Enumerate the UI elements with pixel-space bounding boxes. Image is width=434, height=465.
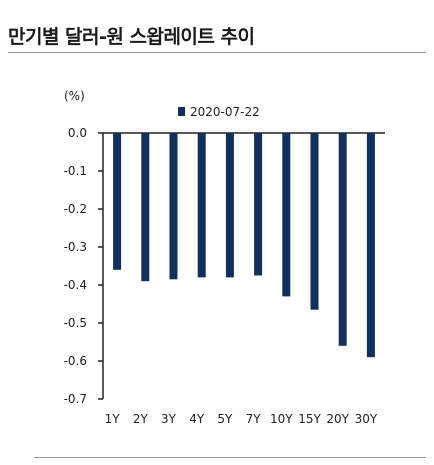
x-tick-label: 4Y [189, 412, 205, 426]
bar-15Y [310, 133, 319, 310]
bar-4Y [197, 133, 206, 278]
x-tick-label: 30Y [355, 412, 378, 426]
y-tick-label: -0.6 [64, 354, 87, 368]
bar-5Y [225, 133, 234, 278]
x-tick-label: 15Y [298, 412, 321, 426]
bar-10Y [282, 133, 291, 297]
x-tick-label: 3Y [161, 412, 177, 426]
y-tick-label: -0.2 [64, 202, 87, 216]
legend-label: 2020-07-22 [190, 105, 260, 119]
x-tick-label: 1Y [105, 412, 121, 426]
y-tick-label: -0.7 [64, 392, 87, 406]
chart-title: 만기별 달러-원 스왑레이트 추이 [8, 26, 255, 48]
bar-30Y [366, 133, 375, 358]
y-tick-label: -0.1 [64, 164, 87, 178]
legend-swatch [178, 107, 185, 116]
y-tick-label: -0.3 [64, 240, 87, 254]
bar-series [113, 133, 375, 358]
x-axis: 1Y 2Y 3Y 4Y 5Y 7Y 10Y 15Y 20Y 30Y [103, 132, 385, 426]
footer-divider [34, 457, 426, 458]
bar-1Y [113, 133, 122, 270]
bar-20Y [338, 133, 347, 346]
bar-3Y [169, 133, 178, 280]
y-axis-unit: (%) [64, 89, 85, 103]
legend: 2020-07-22 [178, 105, 260, 119]
y-tick-label: 0.0 [68, 126, 87, 140]
title-divider [8, 52, 426, 53]
bar-2Y [141, 133, 150, 282]
y-axis: 0.0 -0.1 -0.2 -0.3 -0.4 -0.5 -0.6 -0.7 [64, 126, 104, 406]
x-tick-label: 20Y [326, 412, 349, 426]
x-tick-label: 7Y [246, 412, 262, 426]
bar-7Y [254, 133, 263, 276]
x-tick-label: 5Y [217, 412, 233, 426]
y-tick-label: -0.4 [64, 278, 87, 292]
x-tick-label: 2Y [133, 412, 149, 426]
y-tick-label: -0.5 [64, 316, 87, 330]
x-tick-label: 10Y [270, 412, 293, 426]
